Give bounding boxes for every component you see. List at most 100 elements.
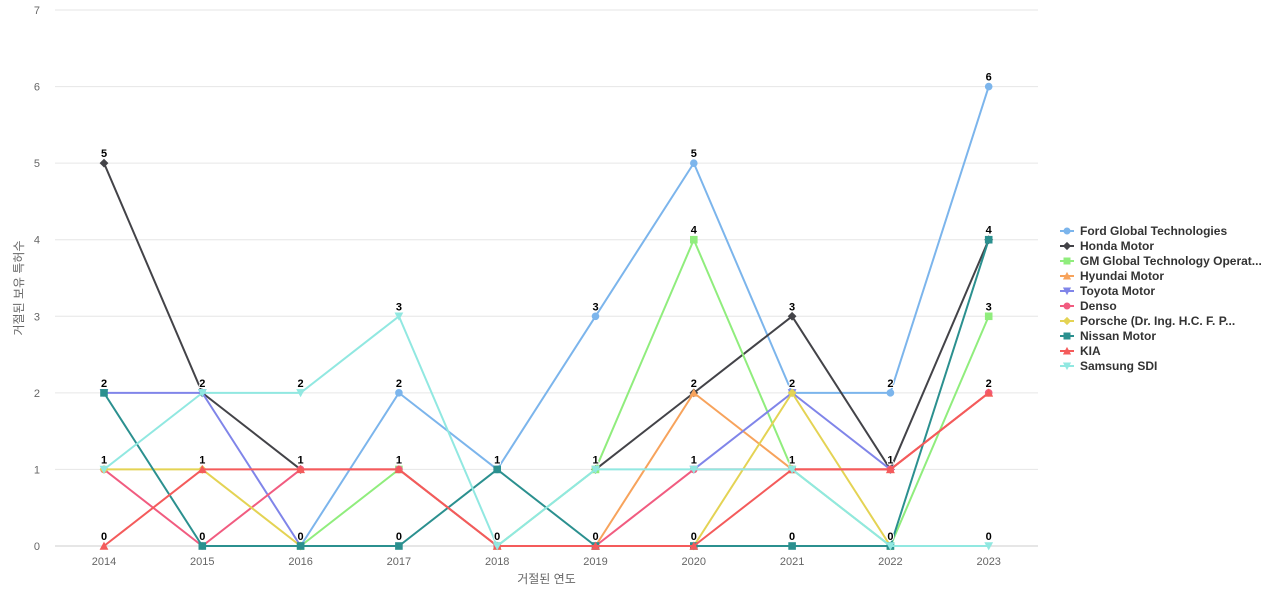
series-line xyxy=(103,391,990,547)
marker-triangle-down xyxy=(197,389,207,398)
legend-item-nissan-motor: Nissan Motor xyxy=(1060,329,1156,343)
data-label: 0 xyxy=(691,531,697,543)
marker-square xyxy=(984,235,993,244)
marker-triangle-down xyxy=(1062,287,1072,296)
legend-item-hyundai-motor: Hyundai Motor xyxy=(1060,269,1164,283)
data-label: 1 xyxy=(101,454,107,466)
x-tick-label: 2014 xyxy=(92,556,116,568)
marker-triangle xyxy=(394,465,404,474)
marker-diamond xyxy=(1062,241,1072,251)
legend-label: Hyundai Motor xyxy=(1080,269,1164,283)
x-tick-label: 2023 xyxy=(976,556,1000,568)
marker-triangle-down xyxy=(689,465,699,474)
legend-item-samsung-sdi: Samsung SDI xyxy=(1060,359,1157,373)
legend-item-denso: Denso xyxy=(1060,299,1117,313)
series-line xyxy=(594,238,990,471)
marker-square xyxy=(788,542,796,550)
legend-label: Nissan Motor xyxy=(1080,329,1156,343)
x-tick-label: 2022 xyxy=(878,556,902,568)
x-tick-label: 2017 xyxy=(387,556,411,568)
data-label: 1 xyxy=(789,454,795,466)
marker-triangle-down xyxy=(492,542,502,551)
data-label: 0 xyxy=(789,531,795,543)
data-label: 1 xyxy=(298,454,304,466)
marker-diamond xyxy=(787,388,797,398)
marker-square xyxy=(984,312,993,321)
x-tick-label: 2021 xyxy=(780,556,804,568)
marker-triangle-down xyxy=(787,465,797,474)
y-tick-label: 1 xyxy=(34,464,40,476)
data-label: 2 xyxy=(298,378,304,390)
data-label: 2 xyxy=(101,378,107,390)
data-label: 0 xyxy=(396,531,402,543)
data-label: 0 xyxy=(986,531,992,543)
marker-triangle-down xyxy=(886,542,895,551)
data-label: 2 xyxy=(396,378,402,390)
y-tick-label: 5 xyxy=(34,158,40,170)
legend-item-ford-global-technologies: Ford Global Technologies xyxy=(1060,224,1227,238)
data-label: 2 xyxy=(986,378,992,390)
x-tick-label: 2018 xyxy=(485,556,509,568)
marker-triangle-down xyxy=(296,389,305,398)
series-samsung-sdi xyxy=(99,312,994,551)
marker-triangle xyxy=(99,541,109,550)
data-label: 0 xyxy=(199,531,205,543)
marker-square xyxy=(100,389,108,397)
marker-square xyxy=(198,542,207,550)
y-tick-label: 6 xyxy=(34,82,40,94)
marker-triangle-down xyxy=(99,465,109,474)
data-label: 3 xyxy=(396,301,402,313)
marker-square xyxy=(296,542,305,550)
series-lines xyxy=(99,82,994,551)
data-label: 2 xyxy=(887,378,893,390)
legend-label: Samsung SDI xyxy=(1080,359,1157,373)
marker-circle xyxy=(591,312,600,321)
y-axis-ticks: 0 1 2 3 4 5 6 7 xyxy=(34,5,40,553)
y-tick-label: 2 xyxy=(34,388,40,400)
legend-item-porsche-dr-ing-h-c-f-p: Porsche (Dr. Ing. H.C. F. P... xyxy=(1060,314,1235,328)
legend-item-honda-motor: Honda Motor xyxy=(1060,239,1154,253)
marker-circle xyxy=(1063,302,1071,310)
data-label: 6 xyxy=(986,72,992,84)
x-axis-title: 거절된 연도 xyxy=(517,572,576,586)
legend-label: Ford Global Technologies xyxy=(1080,224,1227,238)
series-line xyxy=(103,315,990,547)
marker-triangle-down xyxy=(984,542,994,551)
data-label: 1 xyxy=(199,454,205,466)
marker-circle xyxy=(1063,227,1071,235)
data-label: 4 xyxy=(691,225,698,237)
legend-label: Porsche (Dr. Ing. H.C. F. P... xyxy=(1080,314,1235,328)
y-tick-label: 7 xyxy=(34,5,40,17)
marker-circle xyxy=(984,82,993,91)
data-label: 0 xyxy=(887,531,893,543)
marker-circle xyxy=(690,159,698,167)
data-label: 1 xyxy=(691,454,697,466)
y-tick-label: 3 xyxy=(34,311,40,323)
marker-triangle xyxy=(1062,271,1072,280)
data-label: 2 xyxy=(789,378,795,390)
data-label: 3 xyxy=(592,301,598,313)
legend-item-kia: KIA xyxy=(1060,344,1101,358)
marker-triangle xyxy=(591,541,600,550)
marker-square xyxy=(1063,257,1071,265)
marker-circle xyxy=(886,389,895,397)
marker-diamond xyxy=(787,311,797,321)
data-label: 0 xyxy=(298,531,304,543)
y-axis-title: 거절된 보유 특허수 xyxy=(12,241,26,336)
data-label: 1 xyxy=(396,454,402,466)
data-label: 3 xyxy=(986,301,992,313)
marker-triangle xyxy=(1062,346,1072,355)
legend-item-toyota-motor: Toyota Motor xyxy=(1060,284,1155,298)
legend-label: Denso xyxy=(1080,299,1117,313)
legend-label: Toyota Motor xyxy=(1080,284,1155,298)
x-tick-label: 2016 xyxy=(288,556,312,568)
marker-square xyxy=(1063,332,1071,340)
marker-triangle xyxy=(197,465,207,474)
x-tick-label: 2019 xyxy=(583,556,607,568)
marker-diamond xyxy=(99,158,109,168)
data-label: 5 xyxy=(101,148,107,160)
marker-triangle xyxy=(689,388,699,397)
